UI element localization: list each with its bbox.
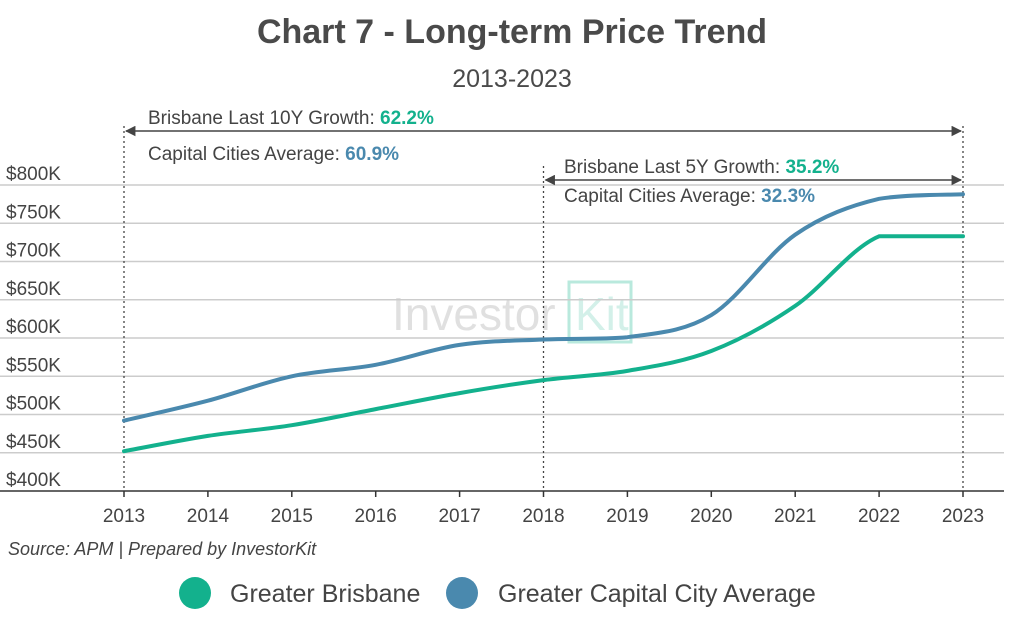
legend: Greater Brisbane Greater Capital City Ave… bbox=[179, 577, 816, 609]
annotation-value-capital: 60.9% bbox=[345, 144, 399, 165]
x-tick-label: 2016 bbox=[355, 506, 397, 527]
legend-label-greater-brisbane: Greater Brisbane bbox=[230, 580, 420, 608]
x-tick-label: 2017 bbox=[438, 506, 480, 527]
y-tick-label: $700K bbox=[6, 241, 61, 262]
annotation-label: Capital Cities Average: bbox=[564, 186, 761, 207]
x-tick-label: 2015 bbox=[271, 506, 313, 527]
y-axis: $400K $450K $500K $550K $600K $650K $700K $750K… bbox=[6, 164, 61, 491]
growth-annotations: Brisbane Last 10Y Growth: 62.2% Capital C… bbox=[124, 108, 963, 207]
series-line-greater-brisbane bbox=[122, 234, 965, 454]
annotation-capital-growth-1: Capital Cities Average: 60.9% bbox=[148, 144, 399, 165]
watermark-text-investor: Investor bbox=[392, 288, 556, 340]
x-axis: 2013 2014 2015 2016 2017 2018 2019 2020 2021 2022… bbox=[0, 490, 1004, 527]
y-tick-label: $550K bbox=[6, 355, 61, 376]
x-tick-label: 2020 bbox=[690, 506, 732, 527]
y-tick-label: $800K bbox=[6, 164, 61, 185]
investorkit-watermark: Investor Kit bbox=[392, 280, 633, 344]
x-tick-label: 2014 bbox=[187, 506, 230, 527]
y-tick-label: $600K bbox=[6, 317, 61, 338]
annotation-value-capital: 32.3% bbox=[761, 186, 815, 207]
legend-marker-greater-capital-city-average bbox=[446, 577, 478, 609]
y-tick-label: $500K bbox=[6, 394, 61, 415]
series-lines bbox=[122, 192, 965, 454]
annotation-brisbane-growth-2: Brisbane Last 5Y Growth: 35.2% bbox=[564, 157, 839, 178]
annotation-guide-lines bbox=[123, 126, 964, 491]
x-tick-label: 2018 bbox=[522, 506, 564, 527]
legend-marker-greater-brisbane bbox=[179, 577, 211, 609]
watermark-text-kit: Kit bbox=[575, 288, 629, 340]
x-tick-label: 2022 bbox=[858, 506, 900, 527]
y-tick-label: $650K bbox=[6, 279, 61, 300]
watermark-logo-box bbox=[567, 280, 633, 344]
annotation-label: Brisbane Last 5Y Growth: bbox=[564, 157, 785, 178]
y-tick-label: $400K bbox=[6, 470, 61, 491]
annotation-value-brisbane: 35.2% bbox=[785, 157, 839, 178]
source-note: Source: APM | Prepared by InvestorKit bbox=[8, 539, 317, 559]
x-tick-label: 2019 bbox=[606, 506, 648, 527]
annotation-value-brisbane: 62.2% bbox=[380, 108, 434, 129]
annotation-capital-growth-2: Capital Cities Average: 32.3% bbox=[564, 186, 815, 207]
series-line-greater-capital-city-average bbox=[122, 192, 965, 423]
annotation-label: Capital Cities Average: bbox=[148, 144, 345, 165]
y-tick-label: $750K bbox=[6, 202, 61, 223]
y-tick-label: $450K bbox=[6, 432, 61, 453]
x-tick-label: 2023 bbox=[942, 506, 984, 527]
chart-subtitle: 2013-2023 bbox=[452, 65, 572, 93]
annotation-label: Brisbane Last 10Y Growth: bbox=[148, 108, 380, 129]
annotation-brisbane-growth-1: Brisbane Last 10Y Growth: 62.2% bbox=[148, 108, 434, 129]
x-tick-label: 2021 bbox=[774, 506, 816, 527]
grid-lines bbox=[0, 184, 1004, 454]
chart-title: Chart 7 - Long-term Price Trend bbox=[257, 13, 767, 51]
legend-label-greater-capital-city-average: Greater Capital City Average bbox=[498, 580, 816, 608]
x-tick-label: 2013 bbox=[103, 506, 145, 527]
